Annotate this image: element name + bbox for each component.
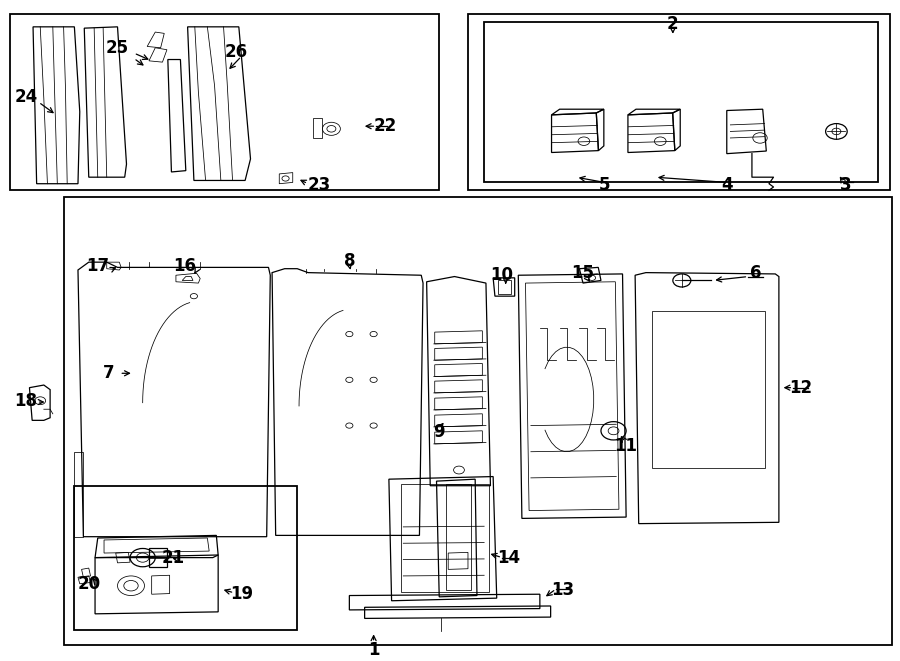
Bar (64, 197, 892, 644)
Text: 2: 2 (667, 15, 679, 33)
Text: 11: 11 (614, 438, 636, 455)
Text: 5: 5 (598, 176, 610, 194)
Text: 14: 14 (497, 549, 520, 566)
Text: 4: 4 (721, 176, 733, 194)
Text: 23: 23 (308, 176, 331, 194)
Text: 19: 19 (230, 585, 253, 603)
Bar (468, 14, 890, 190)
Text: 26: 26 (225, 43, 248, 61)
Text: 3: 3 (840, 176, 851, 194)
Text: 13: 13 (551, 581, 574, 600)
Text: 22: 22 (374, 117, 397, 136)
Bar (75, 486, 297, 629)
Bar (652, 311, 764, 468)
Text: 15: 15 (572, 264, 595, 282)
Bar (484, 22, 878, 182)
Text: 1: 1 (368, 641, 380, 660)
Text: 16: 16 (174, 257, 196, 275)
Bar (498, 280, 511, 293)
Text: 21: 21 (162, 549, 184, 566)
Text: 6: 6 (750, 264, 761, 282)
Text: 17: 17 (86, 257, 109, 275)
Bar (446, 485, 471, 590)
Bar (10, 14, 439, 190)
Text: 8: 8 (344, 252, 356, 270)
Text: 12: 12 (789, 379, 812, 397)
Text: 20: 20 (77, 575, 100, 593)
Bar (400, 485, 489, 592)
Text: 24: 24 (14, 89, 38, 106)
Text: 7: 7 (103, 364, 114, 382)
Text: 10: 10 (491, 266, 514, 284)
Text: 25: 25 (106, 39, 129, 57)
Text: 18: 18 (14, 392, 38, 410)
Text: 9: 9 (434, 423, 445, 441)
